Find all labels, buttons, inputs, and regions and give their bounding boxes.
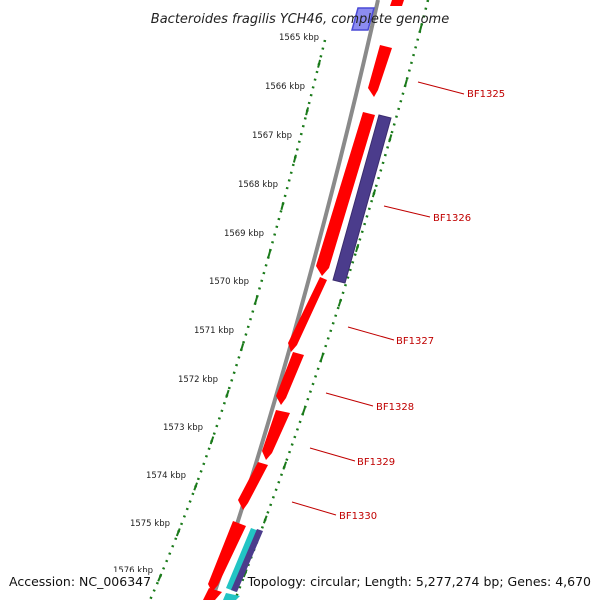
ruler-tick	[280, 201, 285, 211]
label-leaders	[291, 81, 465, 516]
ruler-tick	[239, 343, 245, 352]
map-title: Bacteroides fragilis YCH46, complete gen…	[151, 12, 449, 27]
ruler-tick	[317, 59, 321, 68]
ruler-tick	[242, 569, 248, 578]
kbp-label: 1568 kbp	[238, 180, 278, 190]
ruler-tick	[301, 407, 306, 416]
accession-text: Accession: NC_006347	[9, 574, 151, 589]
ruler-tick	[388, 134, 393, 143]
kbp-label: 1575 kbp	[130, 519, 170, 529]
genome-summary-text: Topology: circular; Length: 5,277,274 bp…	[247, 574, 591, 589]
gene-label-bf1328[interactable]: BF1328	[376, 402, 414, 413]
ruler-tick	[175, 528, 181, 537]
inner-ruler-track	[233, 0, 430, 600]
gene-label-bf1327[interactable]: BF1327	[396, 336, 434, 347]
ruler-tick	[157, 573, 163, 582]
gene-label-bf1326[interactable]: BF1326	[433, 213, 471, 224]
ruler-tick	[254, 296, 259, 305]
gene-label-bf1325[interactable]: BF1325	[467, 89, 505, 100]
cds-lower-1[interactable]	[208, 521, 246, 592]
kbp-label: 1567 kbp	[252, 131, 292, 141]
inner-ruler-ticks	[242, 23, 423, 578]
kbp-label: 1570 kbp	[209, 277, 249, 287]
cds-cyan-bottom[interactable]	[223, 593, 240, 600]
red-feature-top[interactable]	[390, 0, 404, 6]
kbp-label: 1576 kbp	[113, 566, 153, 576]
ruler-tick	[319, 353, 325, 362]
footer-accession-bg	[6, 572, 148, 590]
kbp-label: 1566 kbp	[265, 82, 305, 92]
gene-label-bf1330[interactable]: BF1330	[339, 511, 377, 522]
ruler-tick	[193, 482, 198, 491]
ruler-tick	[418, 23, 423, 32]
cds-bf1325[interactable]	[368, 45, 392, 97]
ruler-tick	[292, 154, 297, 163]
blue-feature-top[interactable]	[351, 7, 375, 31]
ruler-tick	[262, 515, 268, 524]
cds-bf1327[interactable]	[288, 277, 327, 352]
footer-summary-bg	[258, 572, 594, 590]
outer-ruler-ticks	[157, 59, 321, 582]
ruler-tick	[282, 461, 288, 470]
kbp-label: 1573 kbp	[163, 423, 203, 433]
genome-backbone	[210, 0, 380, 600]
ruler-tick	[337, 298, 343, 307]
ruler-tick	[225, 389, 230, 398]
cds-purple-bf1326[interactable]	[332, 114, 392, 284]
cds-forward-features	[203, 45, 392, 600]
kbp-labels: 1565 kbp 1566 kbp 1567 kbp 1568 kbp 1569…	[113, 33, 319, 576]
kbp-label: 1565 kbp	[279, 33, 319, 43]
cds-lower-2[interactable]	[203, 588, 222, 600]
kbp-label: 1571 kbp	[194, 326, 234, 336]
ruler-tick	[305, 107, 310, 116]
kbp-label: 1569 kbp	[224, 229, 264, 239]
cds-bf1329[interactable]	[262, 410, 290, 460]
ruler-tick	[403, 78, 408, 88]
cds-purple-lower[interactable]	[231, 529, 263, 592]
gene-label-bf1329[interactable]: BF1329	[357, 457, 395, 468]
gene-labels: BF1325 BF1326 BF1327 BF1328 BF1329 BF133…	[339, 89, 505, 522]
cds-bf1328[interactable]	[276, 352, 304, 405]
ruler-tick	[267, 249, 272, 258]
cds-bf1330[interactable]	[238, 462, 268, 510]
cds-bf1326[interactable]	[316, 112, 375, 276]
kbp-label: 1574 kbp	[146, 471, 186, 481]
kbp-label: 1572 kbp	[178, 375, 218, 385]
ruler-tick	[371, 189, 377, 198]
ruler-tick	[355, 243, 360, 253]
ruler-tick	[209, 436, 215, 445]
